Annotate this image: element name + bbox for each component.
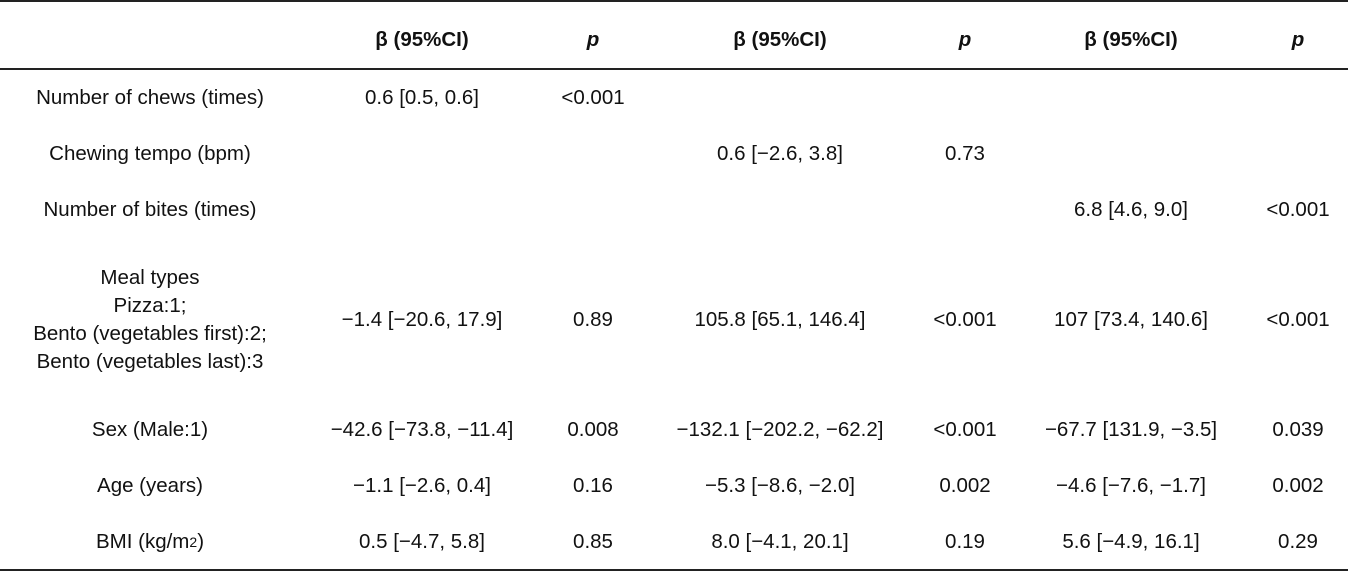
bmi-label-close: ) <box>197 530 205 553</box>
cell-p-1: 0.85 <box>573 530 613 553</box>
cell-beta-2: 8.0 [−4.1, 20.1] <box>711 530 849 553</box>
header-beta-2: β (95%CI) <box>733 28 827 51</box>
header-p-1: p <box>586 28 600 51</box>
cell-beta-3: −4.6 [−7.6, −1.7] <box>1056 474 1206 497</box>
cell-beta-3: 5.6 [−4.9, 16.1] <box>1062 530 1200 553</box>
row-label-tempo: Chewing tempo (bpm) <box>49 142 251 165</box>
meal-types-line: Bento (vegetables first):2; <box>33 322 267 345</box>
row-label-chews: Number of chews (times) <box>36 86 264 109</box>
cell-beta-1: −42.6 [−73.8, −11.4] <box>330 418 514 441</box>
cell-beta-2: −132.1 [−202.2, −62.2] <box>676 418 884 441</box>
cell-beta-3: 107 [73.4, 140.6] <box>1054 308 1208 331</box>
row-label-bites: Number of bites (times) <box>43 198 257 221</box>
cell-beta-2: 0.6 [−2.6, 3.8] <box>717 142 843 165</box>
header-rule <box>0 68 1348 70</box>
bottom-rule <box>0 569 1348 571</box>
row-label-meal-types: Meal types Pizza:1; Bento (vegetables fi… <box>0 238 300 402</box>
cell-beta-2: −5.3 [−8.6, −2.0] <box>705 474 855 497</box>
cell-p-3: 0.002 <box>1272 474 1324 497</box>
cell-p-2: 0.19 <box>945 530 985 553</box>
cell-p-3: <0.001 <box>1266 308 1330 331</box>
cell-beta-1: −1.1 [−2.6, 0.4] <box>353 474 491 497</box>
cell-beta-1: 0.5 [−4.7, 5.8] <box>359 530 485 553</box>
row-label-age: Age (years) <box>97 474 203 497</box>
cell-p-1: <0.001 <box>561 86 625 109</box>
cell-p-1: 0.008 <box>567 418 619 441</box>
cell-p-3: 0.039 <box>1272 418 1324 441</box>
header-p-3: p <box>1291 28 1305 51</box>
cell-beta-3: −67.7 [131.9, −3.5] <box>1044 418 1218 441</box>
cell-beta-2: 105.8 [65.1, 146.4] <box>694 308 866 331</box>
header-beta-1: β (95%CI) <box>375 28 469 51</box>
header-beta-3: β (95%CI) <box>1084 28 1178 51</box>
cell-p-2: 0.002 <box>939 474 991 497</box>
cell-p-1: 0.16 <box>573 474 613 497</box>
cell-p-2: <0.001 <box>933 308 997 331</box>
cell-beta-3: 6.8 [4.6, 9.0] <box>1074 198 1188 221</box>
header-p-2: p <box>958 28 972 51</box>
cell-p-2: <0.001 <box>933 418 997 441</box>
bmi-label-text: BMI (kg/m <box>95 530 190 553</box>
row-label-sex: Sex (Male:1) <box>91 418 209 441</box>
meal-types-line: Pizza:1; <box>113 294 187 317</box>
row-label-bmi: BMI (kg/m 2) <box>0 514 300 570</box>
cell-beta-1: 0.6 [0.5, 0.6] <box>365 86 479 109</box>
top-rule <box>0 0 1348 2</box>
cell-p-1: 0.89 <box>573 308 613 331</box>
cell-beta-1: −1.4 [−20.6, 17.9] <box>341 308 503 331</box>
meal-types-line: Meal types <box>100 266 200 289</box>
cell-p-2: 0.73 <box>945 142 985 165</box>
cell-p-3: <0.001 <box>1266 198 1330 221</box>
cell-p-3: 0.29 <box>1278 530 1318 553</box>
meal-types-line: Bento (vegetables last):3 <box>36 350 264 373</box>
